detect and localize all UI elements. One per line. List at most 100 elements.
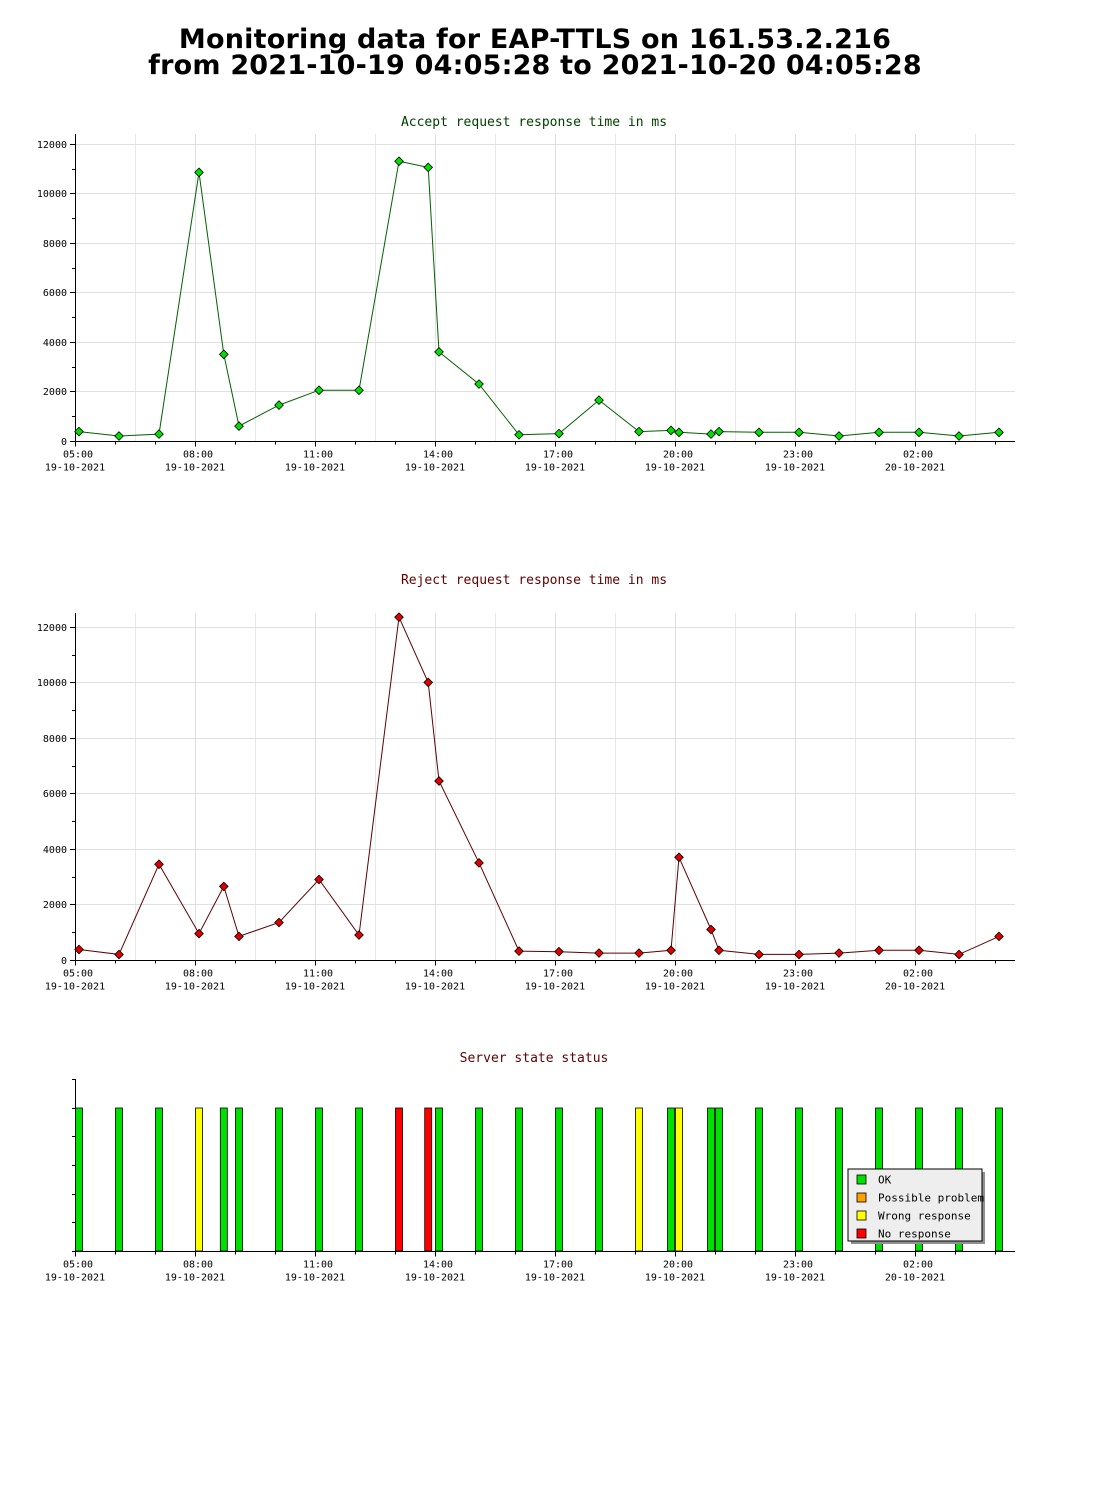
data-point <box>706 429 716 439</box>
legend-label: Wrong response <box>878 1210 971 1223</box>
data-point <box>114 949 124 960</box>
data-point <box>674 852 684 863</box>
x-tick-label-date: 19-10-2021 <box>405 463 465 474</box>
data-point <box>154 859 164 870</box>
y-tick-label: 6000 <box>43 288 67 299</box>
series-line <box>78 615 1000 955</box>
status-bar <box>755 1107 763 1252</box>
data-point <box>434 347 444 357</box>
chart-title: Accept request response time in ms <box>401 115 667 130</box>
status-bar <box>235 1107 243 1252</box>
data-point <box>754 949 764 960</box>
data-point <box>834 431 844 441</box>
status-bar <box>715 1107 723 1252</box>
data-point <box>914 427 924 438</box>
status-bar <box>75 1107 83 1252</box>
data-point <box>434 776 444 786</box>
status-bar <box>995 1107 1003 1252</box>
data-point <box>594 395 604 406</box>
x-tick-label-date: 19-10-2021 <box>765 982 825 993</box>
x-tick-label-time: 14:00 <box>423 1260 453 1271</box>
data-point <box>474 857 484 868</box>
data-point <box>954 949 964 960</box>
y-tick-label: 2000 <box>43 900 67 911</box>
status-bar <box>515 1107 523 1252</box>
x-tick-label-time: 08:00 <box>183 450 213 461</box>
x-tick-label-time: 14:00 <box>423 450 453 461</box>
x-tick-label-date: 19-10-2021 <box>45 1273 105 1284</box>
data-point <box>874 945 884 956</box>
y-tick-label: 0 <box>61 437 67 448</box>
data-point <box>354 930 364 940</box>
data-point <box>354 385 364 396</box>
status-bar <box>667 1107 675 1252</box>
chart-title: Reject request response time in ms <box>401 573 667 588</box>
data-point <box>994 427 1004 438</box>
x-tick-label-time: 17:00 <box>543 450 573 461</box>
data-point <box>274 400 284 410</box>
x-tick-label-time: 05:00 <box>63 1260 93 1271</box>
x-tick-label-date: 19-10-2021 <box>645 1273 705 1284</box>
x-tick-label-date: 20-10-2021 <box>885 1273 945 1284</box>
data-point <box>994 931 1004 942</box>
data-point <box>74 426 84 437</box>
x-tick-label-time: 23:00 <box>783 450 813 461</box>
data-point <box>274 917 284 928</box>
x-tick-label-time: 14:00 <box>423 969 453 980</box>
x-tick-label-date: 19-10-2021 <box>165 463 225 474</box>
status-bar <box>275 1107 283 1252</box>
y-tick-label: 6000 <box>43 789 67 800</box>
legend-label: No response <box>878 1228 951 1241</box>
data-point <box>314 385 324 396</box>
data-point <box>423 162 434 173</box>
data-point <box>194 167 204 178</box>
data-point <box>954 431 964 441</box>
page-title-line1: Monitoring data for EAP-TTLS on 161.53.2… <box>178 24 892 55</box>
data-point <box>154 429 164 439</box>
data-point <box>554 946 564 957</box>
status-bar <box>835 1107 843 1252</box>
legend-swatch <box>856 1192 867 1203</box>
data-point <box>714 945 724 956</box>
x-tick-label-date: 19-10-2021 <box>645 982 705 993</box>
data-point <box>218 881 229 892</box>
data-point <box>314 874 324 885</box>
y-tick-label: 12000 <box>37 623 67 634</box>
status-bar <box>595 1107 603 1252</box>
x-tick-label-time: 11:00 <box>303 450 333 461</box>
data-point <box>706 924 716 935</box>
data-point <box>874 427 884 438</box>
data-point <box>234 421 244 432</box>
y-tick-label: 8000 <box>43 239 67 250</box>
y-tick-label: 0 <box>61 956 67 967</box>
x-tick-label-date: 19-10-2021 <box>645 463 705 474</box>
x-tick-label-time: 20:00 <box>663 450 693 461</box>
legend-box <box>847 1168 983 1242</box>
x-tick-label-time: 05:00 <box>63 450 93 461</box>
status-bar <box>355 1107 363 1252</box>
y-tick-label: 12000 <box>37 140 67 151</box>
x-tick-label-date: 19-10-2021 <box>405 1273 465 1284</box>
x-tick-label-time: 08:00 <box>183 969 213 980</box>
status-bar <box>395 1107 403 1252</box>
data-point <box>666 945 676 956</box>
x-tick-label-date: 19-10-2021 <box>285 1273 345 1284</box>
data-point <box>914 945 924 956</box>
data-point <box>234 931 244 942</box>
x-tick-label-date: 19-10-2021 <box>285 463 345 474</box>
x-tick-label-time: 23:00 <box>783 969 813 980</box>
y-tick-label: 8000 <box>43 734 67 745</box>
y-tick-label: 10000 <box>37 678 67 689</box>
status-bar <box>475 1107 483 1252</box>
data-point <box>514 946 524 956</box>
y-tick-label: 2000 <box>43 387 67 398</box>
x-tick-label-time: 02:00 <box>903 450 933 461</box>
status-bar <box>795 1107 803 1252</box>
data-point <box>514 429 524 440</box>
data-point <box>674 427 684 438</box>
y-tick-label: 4000 <box>43 845 67 856</box>
x-tick-label-date: 19-10-2021 <box>45 463 105 474</box>
data-point <box>794 427 804 438</box>
x-tick-label-time: 20:00 <box>663 1260 693 1271</box>
data-point <box>114 431 124 441</box>
